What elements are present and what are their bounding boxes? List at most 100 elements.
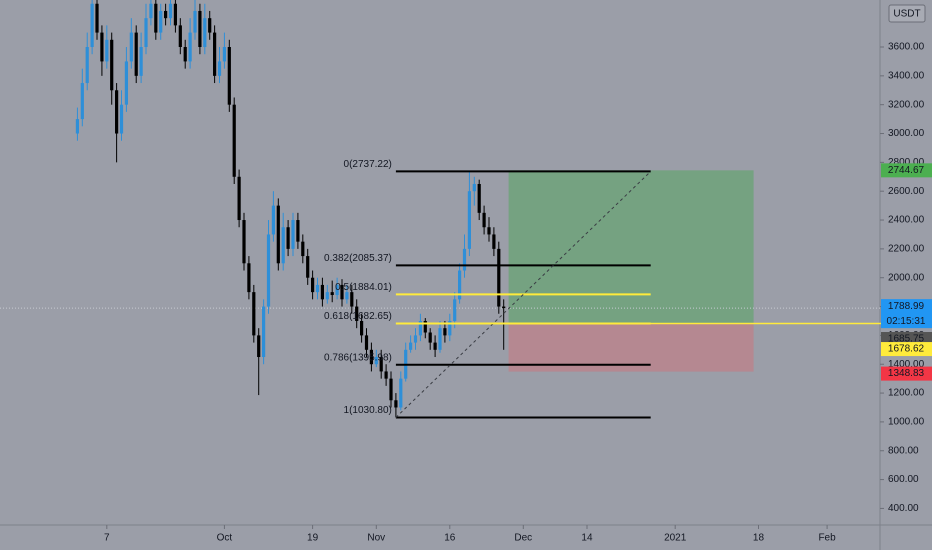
candle-body (497, 248, 501, 307)
candle-body (477, 183, 481, 213)
candle-body (110, 39, 114, 91)
profit-zone (508, 170, 754, 324)
candle-body (271, 205, 276, 235)
candle-body (462, 248, 467, 271)
candle-body (266, 234, 271, 307)
candle-body (467, 191, 471, 249)
y-tick-label: 1000.00 (888, 417, 925, 428)
overlays: 0(2737.22) 0.382(2085.37) 0.5(1884.01) 0.61… (324, 159, 932, 419)
candle-body (448, 320, 452, 336)
candle-body (247, 263, 251, 293)
candle-body (453, 299, 457, 321)
price-label-box (881, 299, 932, 329)
x-tick-label: Feb (818, 533, 836, 544)
candle-body (457, 270, 462, 300)
candle-body (80, 83, 84, 120)
candle-body (355, 306, 359, 321)
candle-body (262, 306, 266, 358)
y-tick-label: 2400.00 (888, 215, 925, 226)
candle-body (291, 220, 295, 249)
y-tick-label: 2200.00 (888, 244, 925, 255)
y-tick-label: 600.00 (888, 474, 919, 485)
candle-body (301, 241, 305, 257)
x-tick-label: Oct (217, 533, 233, 544)
x-tick-label: 16 (444, 533, 456, 544)
price-label-box (881, 366, 932, 381)
candle-body (227, 47, 231, 105)
candle-body (433, 342, 437, 350)
price-label: 1685.75 (888, 334, 925, 345)
fib-label: 1(1030.80) (344, 405, 392, 416)
drawings (0, 170, 880, 372)
y-tick-label: 3200.00 (888, 99, 925, 110)
candle-body (472, 183, 476, 192)
candle-body (384, 371, 388, 379)
currency: USDT (893, 9, 920, 20)
candle-body (487, 227, 491, 235)
candle-body (85, 47, 89, 84)
candle-body (100, 32, 104, 62)
candle-body (164, 10, 168, 19)
candle-body (350, 292, 354, 307)
candle-body (369, 349, 374, 365)
candle-body (423, 320, 427, 333)
candle-body (389, 378, 393, 401)
fib-label: 0.618(1682.65) (324, 311, 392, 322)
candle-body (159, 10, 163, 33)
candle-body (413, 335, 418, 343)
candle-body (134, 32, 138, 76)
price-label: 1348.83 (888, 368, 925, 379)
y-tick-label: 2000.00 (888, 272, 925, 283)
candle-body (232, 104, 236, 177)
countdown: 02:15:31 (887, 316, 926, 327)
candle-body (242, 220, 246, 264)
candle-body (320, 284, 325, 300)
candle-body (198, 10, 202, 48)
candle-body (237, 176, 241, 221)
candle-body (418, 320, 423, 336)
loss-zone (508, 323, 754, 372)
x-tick-label: Dec (514, 533, 532, 544)
candle-body (394, 400, 398, 408)
candle-body (213, 32, 217, 76)
y-tick-label: 1400.00 (888, 359, 925, 370)
candle-body (281, 227, 285, 264)
x-tick-label: 14 (581, 533, 593, 544)
fib-label: 0.786(1395.98) (324, 352, 392, 363)
x-tick-label: 19 (307, 533, 319, 544)
candles (75, 0, 506, 418)
candle-body (482, 212, 486, 228)
fib-label: 0.5(1884.01) (335, 282, 392, 293)
x-tick-label: Nov (367, 533, 385, 544)
candle-body (335, 284, 339, 296)
candle-body (360, 320, 364, 336)
candle-body (315, 284, 320, 293)
candle-body (188, 32, 192, 62)
candle-body (183, 47, 187, 62)
candle-body (124, 61, 129, 105)
candle-body (119, 104, 124, 134)
candle-body (105, 39, 109, 62)
price-label: 1788.99 (888, 301, 925, 312)
currency-badge[interactable] (888, 4, 926, 23)
candle-body (257, 335, 261, 358)
candle-body (90, 3, 94, 48)
x-tick-label: 18 (753, 533, 765, 544)
x-tick-label: 7 (104, 533, 110, 544)
candle-body (325, 292, 329, 300)
candle-body (345, 292, 349, 300)
candle-body (374, 357, 378, 365)
candle-body (399, 378, 403, 408)
y-tick-label: 1200.00 (888, 388, 925, 399)
candle-body (276, 205, 280, 264)
price-label: 2744.67 (888, 165, 925, 176)
y-tick-label: 800.00 (888, 445, 919, 456)
candle-body (75, 119, 80, 134)
candle-body (129, 32, 133, 62)
candle-body (306, 256, 310, 278)
candle-body (217, 61, 222, 76)
candle-body (364, 335, 369, 350)
price-label-box (881, 163, 932, 178)
candle-body (173, 3, 178, 26)
